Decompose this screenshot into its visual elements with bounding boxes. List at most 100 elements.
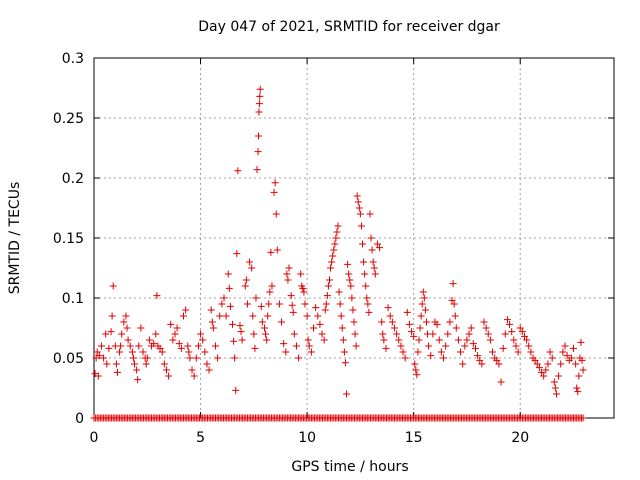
data-point (251, 344, 259, 352)
data-point (272, 210, 280, 218)
data-point (273, 246, 281, 254)
data-point (551, 384, 559, 392)
data-point (332, 234, 340, 242)
data-point (356, 210, 364, 218)
x-tick-label: 20 (511, 430, 529, 446)
data-point (334, 222, 342, 230)
data-point (337, 312, 345, 320)
data-point (435, 336, 443, 344)
data-point (268, 282, 276, 290)
data-point (139, 348, 147, 356)
data-point (225, 284, 233, 292)
data-point (411, 360, 419, 368)
data-point (255, 132, 263, 140)
data-point (109, 282, 117, 290)
data-point (241, 282, 249, 290)
data-point (412, 366, 420, 374)
data-point (289, 308, 297, 316)
data-point (508, 328, 516, 336)
data-point (324, 282, 332, 290)
data-point (452, 324, 460, 332)
data-point (152, 330, 160, 338)
data-point (250, 330, 258, 338)
data-point (246, 258, 254, 266)
data-point (559, 348, 567, 356)
data-point (316, 320, 324, 328)
data-point (469, 340, 477, 348)
data-point (135, 342, 143, 350)
data-point (105, 344, 113, 352)
data-point (395, 336, 403, 344)
data-point (340, 348, 348, 356)
data-point (150, 340, 158, 348)
data-point (533, 360, 541, 368)
data-point (292, 342, 300, 350)
data-point (451, 312, 459, 320)
data-points (91, 85, 587, 398)
axis-ticks: 0 0.05 0.1 0.15 0.2 0.25 0.3 0 5 10 15 20 (53, 51, 614, 446)
data-point (182, 306, 190, 314)
x-tick-label: 5 (196, 430, 205, 446)
x-tick-label: 15 (405, 430, 423, 446)
data-point (224, 270, 232, 278)
data-point (368, 246, 376, 254)
data-point (124, 336, 132, 344)
data-point (520, 332, 528, 340)
data-point (353, 192, 361, 200)
y-tick-label: 0.25 (53, 111, 84, 127)
data-point (570, 344, 578, 352)
data-point (346, 276, 354, 284)
data-point (243, 300, 251, 308)
data-point (310, 324, 318, 332)
data-point (382, 344, 390, 352)
data-point (405, 320, 413, 328)
data-point (236, 322, 244, 330)
y-tick-label: 0.2 (62, 171, 84, 187)
data-point (300, 288, 308, 296)
data-point (579, 366, 587, 374)
data-point (577, 338, 585, 346)
data-point (107, 328, 115, 336)
data-point (304, 336, 312, 344)
data-point (482, 324, 490, 332)
data-point (229, 320, 237, 328)
data-point (211, 342, 219, 350)
data-point (548, 354, 556, 362)
data-point (185, 348, 193, 356)
zero-point (579, 414, 587, 422)
data-point (126, 342, 134, 350)
data-point (366, 210, 374, 218)
data-point (555, 372, 563, 380)
data-point (421, 306, 429, 314)
data-point (267, 248, 275, 256)
data-point (388, 318, 396, 326)
data-point (538, 368, 546, 376)
data-point (495, 360, 503, 368)
data-point (386, 312, 394, 320)
data-point (373, 240, 381, 248)
data-point (175, 340, 183, 348)
data-point (420, 294, 428, 302)
data-point (503, 316, 511, 324)
data-point (429, 330, 437, 338)
data-point (360, 258, 368, 266)
zero-markers (90, 414, 587, 422)
data-point (197, 330, 205, 338)
data-point (97, 342, 105, 350)
data-point (218, 300, 226, 308)
data-point (574, 388, 582, 396)
data-point (417, 312, 425, 320)
data-point (501, 330, 509, 338)
data-point (535, 364, 543, 372)
data-point (463, 336, 471, 344)
data-point (327, 264, 335, 272)
data-point (339, 336, 347, 344)
data-point (288, 301, 296, 309)
data-point (184, 342, 192, 350)
data-point (474, 352, 482, 360)
data-point (322, 300, 330, 308)
data-point (323, 292, 331, 300)
data-point (379, 330, 387, 338)
data-point (480, 318, 488, 326)
data-point (165, 372, 173, 380)
